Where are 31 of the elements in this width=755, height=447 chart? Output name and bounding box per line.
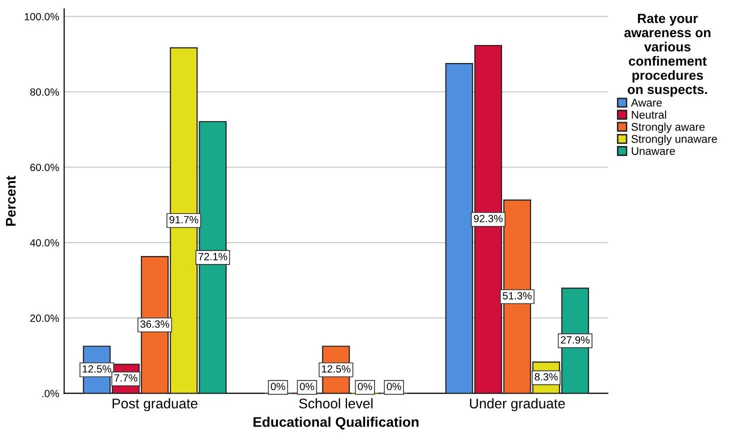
x-tick-label: Post graduate bbox=[112, 398, 198, 412]
legend-title: Rate your awareness on various confinement procedures on suspects. bbox=[624, 14, 710, 97]
x-axis-title: Educational Qualification bbox=[254, 416, 418, 430]
y-tick-label: 60.0% bbox=[30, 164, 59, 172]
data-label: 0% bbox=[358, 382, 372, 390]
x-tick-label: Under graduate bbox=[470, 398, 565, 412]
data-label: 0% bbox=[270, 382, 286, 390]
legend-label: Aware bbox=[631, 98, 662, 107]
data-label: 51.3% bbox=[502, 292, 532, 300]
y-tick-label: 40.0% bbox=[30, 239, 59, 246]
legend-label: Neutral bbox=[632, 110, 666, 119]
data-label: 12.5% bbox=[82, 365, 112, 373]
x-tick-label: School level bbox=[299, 398, 372, 408]
data-label: 92.3% bbox=[474, 214, 503, 222]
data-label: 0% bbox=[300, 382, 314, 390]
data-label: 7.7% bbox=[114, 374, 138, 382]
legend-label: Unaware bbox=[632, 147, 675, 155]
y-axis-title: Percent bbox=[6, 176, 16, 226]
y-tick-label: 100.0% bbox=[24, 12, 59, 20]
data-label: 91.7% bbox=[169, 216, 198, 224]
data-label: 8.3% bbox=[534, 373, 558, 381]
legend-label: Strongly unaware bbox=[631, 134, 717, 146]
data-label: 0% bbox=[386, 382, 402, 390]
data-label: 72.1% bbox=[198, 252, 228, 260]
data-label: 36.3% bbox=[140, 320, 170, 328]
data-label: 12.5% bbox=[322, 365, 350, 373]
y-tick-label: 80.0% bbox=[30, 88, 59, 96]
y-tick-label: 20.0% bbox=[30, 314, 59, 322]
legend-label: Strongly aware bbox=[631, 122, 705, 133]
y-tick-label: .0% bbox=[42, 390, 59, 398]
data-label: 27.9% bbox=[560, 336, 590, 344]
